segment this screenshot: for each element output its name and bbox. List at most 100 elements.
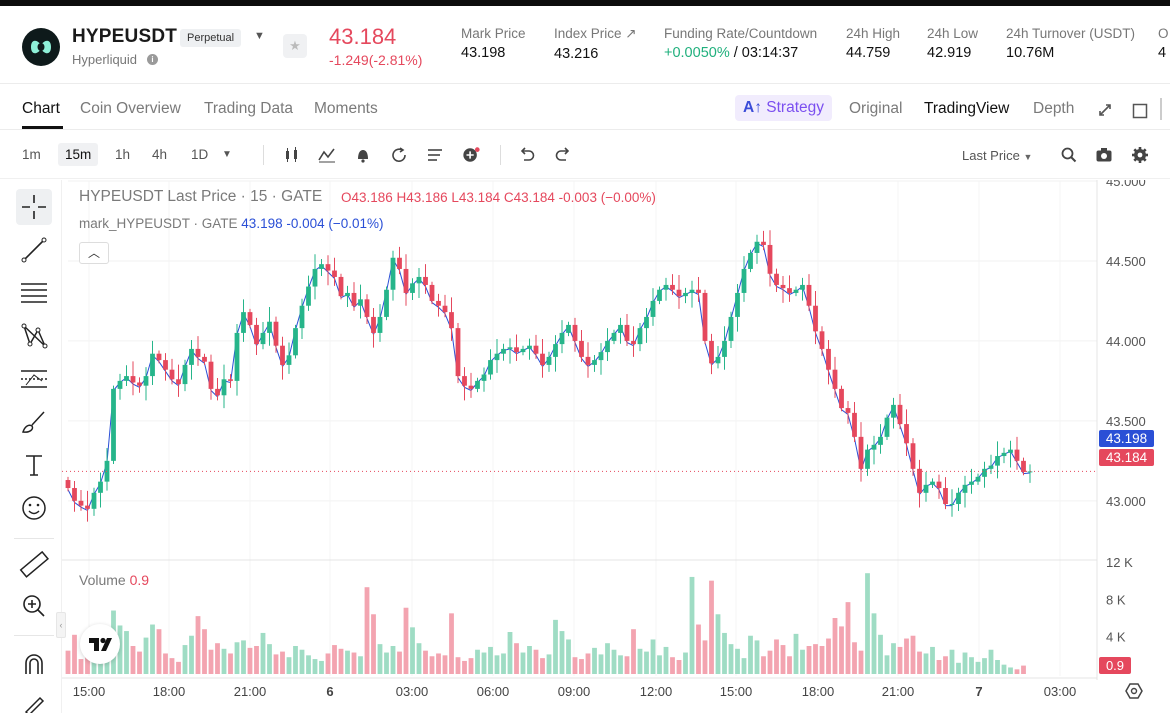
favorite-star-icon[interactable]: ★	[283, 34, 307, 58]
candle-body	[306, 286, 311, 306]
text-tool[interactable]	[16, 447, 52, 483]
volume-bar	[657, 655, 662, 674]
volume-bar	[800, 649, 805, 674]
axis-settings-icon[interactable]	[1125, 683, 1143, 699]
projection-tool[interactable]	[16, 361, 52, 397]
pattern-tool[interactable]	[16, 318, 52, 354]
candle-body	[299, 305, 305, 329]
x-tick-label: 18:00	[802, 684, 835, 699]
last-price: 43.184	[329, 24, 397, 49]
volume-bar	[189, 635, 194, 674]
stat-mark-price: Mark Price 43.198	[461, 26, 526, 61]
timeframe-4h[interactable]: 4h	[152, 147, 168, 162]
stat-index-price[interactable]: Index Price ↗ 43.216	[554, 26, 637, 62]
candle-body	[592, 360, 597, 365]
tab-coin-overview[interactable]: Coin Overview	[80, 100, 181, 117]
tab-trading-data[interactable]: Trading Data	[204, 100, 294, 117]
lock-tool[interactable]	[16, 686, 52, 713]
volume-bar	[514, 643, 519, 674]
volume-bar	[72, 634, 77, 674]
timeframe-dropdown-icon[interactable]: ▼	[222, 149, 232, 160]
candle-body	[176, 379, 181, 385]
candle-body	[644, 316, 649, 329]
settings-gear-icon[interactable]	[1131, 146, 1149, 164]
trendline-tool[interactable]	[16, 232, 52, 268]
redo-icon[interactable]	[554, 146, 572, 164]
volume-legend-label: Volume	[79, 572, 126, 588]
candle-body	[286, 355, 292, 365]
candle-body	[351, 292, 357, 306]
candle-body	[481, 374, 487, 381]
candles	[65, 230, 1033, 522]
tradingview-logo-icon[interactable]	[80, 624, 120, 664]
timeframe-1d[interactable]: 1D	[191, 147, 209, 162]
top-edge-bar	[0, 0, 1170, 6]
fib-tool[interactable]	[16, 275, 52, 311]
emoji-tool[interactable]	[16, 490, 52, 526]
timeframe-1m[interactable]: 1m	[22, 147, 41, 162]
volume-bar	[689, 576, 695, 674]
candle-body	[637, 328, 643, 345]
candle-body	[806, 284, 812, 306]
replay-icon[interactable]	[390, 146, 408, 164]
chevron-down-icon[interactable]: ▼	[254, 30, 265, 42]
volume-bar	[130, 646, 136, 674]
pair-symbol[interactable]: HYPEUSDT	[72, 26, 178, 47]
pane-collapse-handle[interactable]: ‹	[56, 612, 66, 638]
volume-bar	[917, 651, 922, 674]
info-icon[interactable]: i	[147, 54, 158, 65]
indicators-icon[interactable]	[318, 146, 336, 164]
ruler-tool[interactable]	[16, 546, 52, 582]
volume-bar	[754, 640, 760, 674]
templates-icon[interactable]	[426, 146, 444, 164]
view-depth[interactable]: Depth	[1033, 100, 1075, 117]
volume-bar	[221, 648, 227, 674]
candle-body	[1001, 452, 1007, 457]
tab-chart[interactable]: Chart	[22, 100, 60, 117]
candle-body	[988, 465, 994, 469]
window-icon[interactable]	[1132, 103, 1148, 119]
add-indicator-icon[interactable]	[462, 146, 480, 164]
view-original[interactable]: Original	[849, 100, 903, 117]
volume-bar	[975, 661, 981, 674]
x-tick-label: 18:00	[153, 684, 186, 699]
strategy-button[interactable]: A↑ Strategy	[735, 95, 832, 121]
candle-body	[611, 332, 617, 341]
price-chart[interactable]: 45.000 44.500 44.000 43.500 43.000 12 K 8 K 4 K…	[62, 180, 1170, 713]
tab-moments[interactable]: Moments	[314, 100, 378, 117]
zoom-in-tool[interactable]	[16, 588, 52, 624]
alert-icon[interactable]	[354, 146, 372, 164]
price-mode-select[interactable]: Last Price ▼	[962, 148, 1032, 163]
stat-value: 43.198	[461, 45, 506, 61]
candle-body	[936, 481, 942, 489]
volume-bar	[358, 656, 363, 674]
sidebar-divider	[14, 635, 54, 636]
scrollbar-handle[interactable]	[1160, 98, 1170, 120]
candle-body	[696, 289, 701, 293]
candle-body	[98, 481, 103, 493]
candle-body	[884, 417, 890, 437]
brush-tool[interactable]	[16, 404, 52, 440]
candle-body	[390, 257, 396, 290]
timeframe-15m[interactable]: 15m	[58, 143, 99, 166]
expand-icon[interactable]	[1097, 102, 1113, 118]
collapse-legend-button[interactable]: ︿	[79, 242, 109, 264]
price-mode-label: Last Price	[962, 148, 1020, 163]
undo-icon[interactable]	[518, 146, 536, 164]
camera-icon[interactable]	[1095, 146, 1113, 164]
timeframe-1h[interactable]: 1h	[115, 147, 131, 162]
crosshair-tool[interactable]	[16, 189, 52, 225]
volume-bar	[592, 647, 597, 674]
candle-body	[78, 500, 84, 506]
mark-legend-label: mark_HYPEUSDT · GATE	[79, 216, 238, 231]
ruler-icon	[19, 550, 49, 578]
search-icon[interactable]	[1060, 146, 1078, 164]
magnet-tool[interactable]	[16, 646, 52, 682]
candle-body	[293, 328, 298, 356]
volume-bar	[455, 657, 461, 674]
volume-legend-value: 0.9	[129, 572, 150, 588]
candle-type-icon[interactable]	[283, 146, 301, 164]
volume-bar	[631, 629, 636, 674]
view-tradingview[interactable]: TradingView	[924, 100, 1010, 117]
volume-bar	[403, 607, 409, 674]
